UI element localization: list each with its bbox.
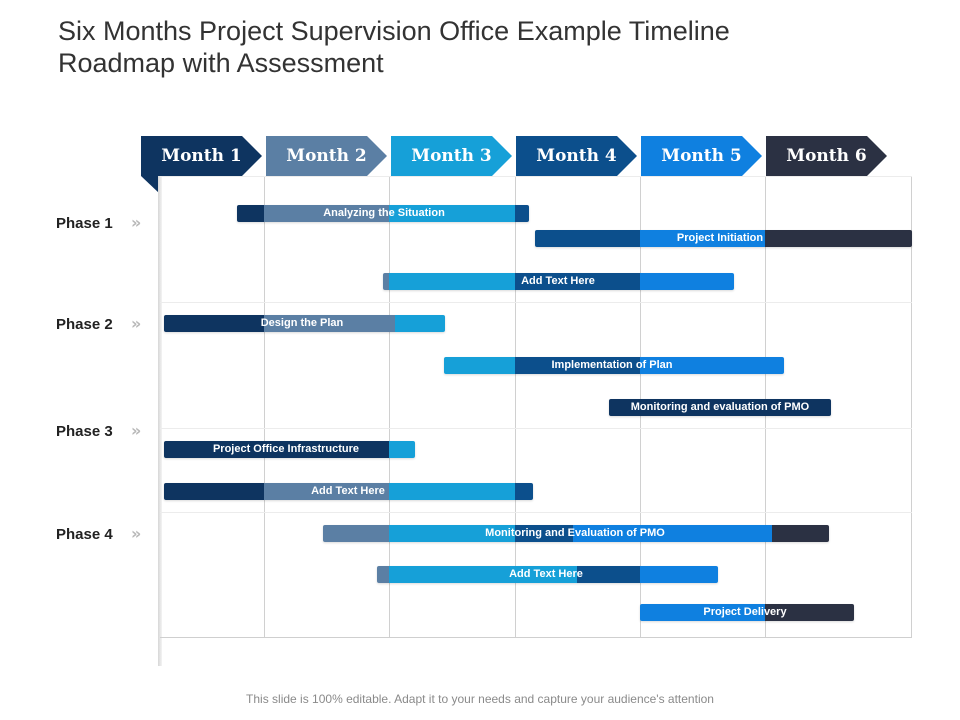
task-label: Add Text Here xyxy=(521,275,595,287)
task-bar: Monitoring and evaluation of PMO xyxy=(609,399,831,416)
month-3-header: Month 3 xyxy=(391,136,512,176)
month-4-header: Month 4 xyxy=(516,136,637,176)
month-2-header: Month 2 xyxy=(266,136,387,176)
task-label: Design the Plan xyxy=(260,317,344,329)
grid-line-horizontal xyxy=(160,176,912,177)
chevron-right-icon: » xyxy=(131,524,142,543)
task-bar: Monitoring and Evaluation of PMO xyxy=(323,525,829,542)
slide-title-line-2: Roadmap with Assessment xyxy=(58,48,384,78)
task-bar: Add Text Here xyxy=(164,483,533,500)
grid-line-bottom xyxy=(160,637,912,638)
month-5-header: Month 5 xyxy=(641,136,762,176)
month-1-header: Month 1 xyxy=(141,136,262,176)
footer-note: This slide is 100% editable. Adapt it to… xyxy=(246,692,714,706)
task-label: Project Delivery xyxy=(703,606,787,618)
task-bar: Analyzing the Situation xyxy=(237,205,529,222)
task-bar: Design the Plan xyxy=(164,315,445,332)
phase-2-label: Phase 2 xyxy=(56,316,113,333)
grid-line-vertical xyxy=(264,176,265,638)
task-bar: Project Initiation xyxy=(535,230,912,247)
chevron-right-icon: » xyxy=(131,421,142,440)
chevron-right-icon: » xyxy=(131,213,142,232)
chevron-right-icon: » xyxy=(131,314,142,333)
phase-1-label: Phase 1 xyxy=(56,215,113,232)
grid-line-horizontal xyxy=(160,512,912,513)
task-bar: Add Text Here xyxy=(377,566,718,583)
task-label: Analyzing the Situation xyxy=(323,207,445,219)
timeline-left-edge xyxy=(158,176,162,666)
task-bar: Project Office Infrastructure xyxy=(164,441,415,458)
task-label: Monitoring and Evaluation of PMO xyxy=(485,527,665,539)
task-label: Implementation of Plan xyxy=(551,359,673,371)
task-bar: Implementation of Plan xyxy=(444,357,784,374)
slide-title-line-1: Six Months Project Supervision Office Ex… xyxy=(58,16,730,46)
grid-line-vertical xyxy=(515,176,516,638)
task-label: Project Initiation xyxy=(676,232,764,244)
task-label: Monitoring and evaluation of PMO xyxy=(630,401,810,413)
task-bar: Add Text Here xyxy=(383,273,734,290)
grid-line-vertical xyxy=(389,176,390,638)
task-bar: Project Delivery xyxy=(640,604,854,621)
ribbon-fold xyxy=(141,176,160,194)
month-6-header: Month 6 xyxy=(766,136,887,176)
task-label: Project Office Infrastructure xyxy=(212,443,360,455)
grid-line-horizontal xyxy=(160,428,912,429)
task-label: Add Text Here xyxy=(311,485,385,497)
grid-line-horizontal xyxy=(160,302,912,303)
phase-3-label: Phase 3 xyxy=(56,423,113,440)
grid-line-vertical xyxy=(911,176,912,638)
phase-4-label: Phase 4 xyxy=(56,526,113,543)
slide-title: Six Months Project Supervision Office Ex… xyxy=(58,15,918,79)
task-label: Add Text Here xyxy=(509,568,583,580)
